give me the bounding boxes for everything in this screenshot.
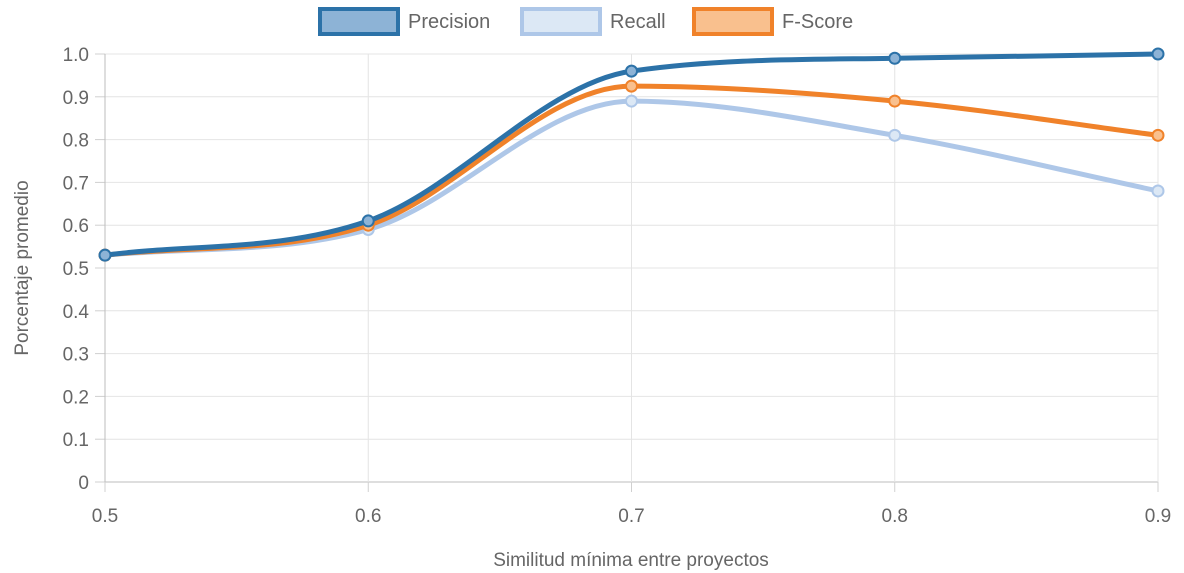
legend-item[interactable]: F-Score [692, 7, 853, 36]
data-point[interactable] [1151, 184, 1165, 198]
y-tick-label: 0.2 [63, 387, 89, 408]
legend-swatch [692, 7, 774, 36]
data-point[interactable] [361, 214, 375, 228]
y-tick-label: 0.1 [63, 430, 89, 451]
data-point[interactable] [98, 248, 112, 262]
y-tick-label: 0 [78, 473, 89, 494]
y-tick-label: 0.5 [63, 259, 89, 280]
legend-item[interactable]: Precision [318, 7, 490, 36]
series-layer [98, 47, 1165, 262]
x-axis-ticks: 0.5 0.6 0.7 0.8 0.9 [92, 506, 1171, 527]
y-tick-label: 0.8 [63, 131, 89, 152]
data-point[interactable] [1151, 128, 1165, 142]
grid [95, 53, 1159, 492]
y-tick-label: 0.9 [63, 88, 89, 109]
y-axis-title: Porcentaje promedio [12, 180, 33, 355]
data-point[interactable] [888, 51, 902, 65]
x-axis-title: Similitud mínima entre proyectos [493, 550, 769, 571]
legend-label: Precision [408, 11, 490, 33]
legend-swatch [520, 7, 602, 36]
y-tick-label: 1.0 [63, 45, 89, 66]
y-axis-ticks: 0 0.1 0.2 0.3 0.4 0.5 0.6 0.7 0.8 0.9 1.0 [63, 45, 90, 494]
x-tick-label: 0.7 [618, 506, 644, 527]
data-point[interactable] [888, 94, 902, 108]
legend-label: F-Score [782, 11, 853, 33]
y-tick-label: 0.7 [63, 173, 89, 194]
y-tick-label: 0.4 [63, 302, 90, 323]
x-tick-label: 0.6 [355, 506, 381, 527]
x-tick-label: 0.5 [92, 506, 118, 527]
data-point[interactable] [625, 94, 638, 108]
x-tick-label: 0.9 [1145, 506, 1171, 527]
data-point[interactable] [888, 128, 902, 142]
data-point[interactable] [625, 79, 638, 93]
series-precision [98, 47, 1165, 262]
x-tick-label: 0.8 [882, 506, 908, 527]
legend-label: Recall [610, 11, 666, 33]
y-tick-label: 0.3 [63, 345, 89, 366]
data-point[interactable] [1151, 47, 1165, 61]
data-point[interactable] [625, 64, 638, 78]
legend-swatch [318, 7, 400, 36]
legend-item[interactable]: Recall [520, 7, 666, 36]
legend: Precision Recall F-Score [318, 7, 853, 36]
y-tick-label: 0.6 [63, 216, 89, 237]
